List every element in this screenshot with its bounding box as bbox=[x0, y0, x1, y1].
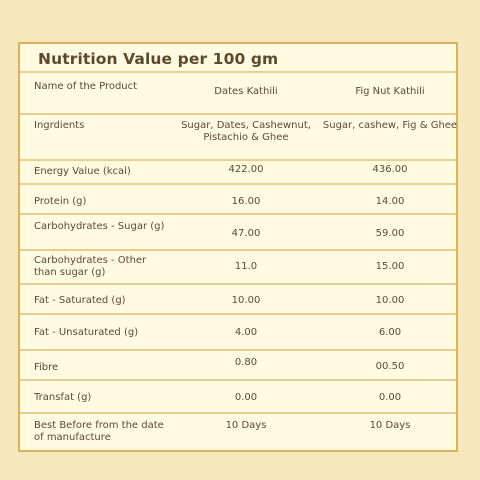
row-value-dates: 16.00 bbox=[231, 196, 261, 207]
row-label: Fibre bbox=[34, 362, 59, 373]
row-label: Carbohydrates - Other than sugar (g) bbox=[34, 255, 147, 278]
row-value-fig: 10.00 bbox=[375, 295, 405, 306]
row-value-fig: 6.00 bbox=[378, 327, 402, 338]
table-row: Best Before from the date of manufacture… bbox=[20, 412, 456, 450]
header-label: Name of the Product bbox=[34, 81, 138, 92]
row-value-fig: 0.00 bbox=[378, 392, 402, 403]
row-label: Best Before from the date of manufacture bbox=[34, 420, 164, 443]
table-row: Transfat (g) 0.00 0.00 bbox=[20, 379, 456, 412]
row-value-dates: 10.00 bbox=[231, 295, 261, 306]
row-label: Energy Value (kcal) bbox=[34, 166, 131, 177]
table-row: Fat - Saturated (g) 10.00 10.00 bbox=[20, 283, 456, 313]
table-row: Fibre 0.80 00.50 bbox=[20, 349, 456, 379]
table-row: Energy Value (kcal) 422.00 436.00 bbox=[20, 159, 456, 183]
table-header-row: Name of the Product Dates Kathili Fig Nu… bbox=[20, 71, 456, 113]
row-label: Carbohydrates - Sugar (g) bbox=[34, 221, 165, 232]
row-label: Fat - Unsaturated (g) bbox=[34, 327, 139, 338]
row-label: Fat - Saturated (g) bbox=[34, 295, 126, 306]
row-value-fig: 10 Days bbox=[369, 420, 411, 431]
row-value-fig: 436.00 bbox=[372, 164, 408, 175]
row-value-fig: 14.00 bbox=[375, 196, 405, 207]
row-value-fig: Sugar, cashew, Fig & Ghee bbox=[322, 120, 458, 131]
row-value-fig: 15.00 bbox=[375, 261, 405, 272]
row-value-fig: 00.50 bbox=[375, 361, 405, 372]
header-fig-nut-kathili: Fig Nut Kathili bbox=[355, 86, 425, 97]
row-value-dates: 4.00 bbox=[234, 327, 258, 338]
row-label: Protein (g) bbox=[34, 196, 87, 207]
row-value-dates: 10 Days bbox=[225, 420, 267, 431]
row-value-dates: 0.80 bbox=[234, 357, 258, 368]
table-row: Fat - Unsaturated (g) 4.00 6.00 bbox=[20, 313, 456, 349]
row-label: Ingrdients bbox=[34, 120, 85, 131]
table-row: Carbohydrates - Sugar (g) 47.00 59.00 bbox=[20, 213, 456, 249]
row-label: Transfat (g) bbox=[34, 392, 92, 403]
nutrition-card: Nutrition Value per 100 gm Name of the P… bbox=[18, 42, 458, 452]
row-value-dates: 47.00 bbox=[231, 228, 261, 239]
table-row: Carbohydrates - Other than sugar (g) 11.… bbox=[20, 249, 456, 283]
row-value-dates: 11.0 bbox=[234, 261, 258, 272]
row-value-dates: 0.00 bbox=[234, 392, 258, 403]
row-value-dates: 422.00 bbox=[228, 164, 264, 175]
table-title: Nutrition Value per 100 gm bbox=[38, 50, 279, 68]
table-row: Ingrdients Sugar, Dates, Cashewnut, Pist… bbox=[20, 113, 457, 159]
row-value-fig: 59.00 bbox=[375, 228, 405, 239]
table-row: Protein (g) 16.00 14.00 bbox=[20, 183, 456, 213]
row-value-dates: Sugar, Dates, Cashewnut, Pistachio & Ghe… bbox=[181, 120, 311, 143]
header-dates-kathili: Dates Kathili bbox=[214, 86, 278, 97]
